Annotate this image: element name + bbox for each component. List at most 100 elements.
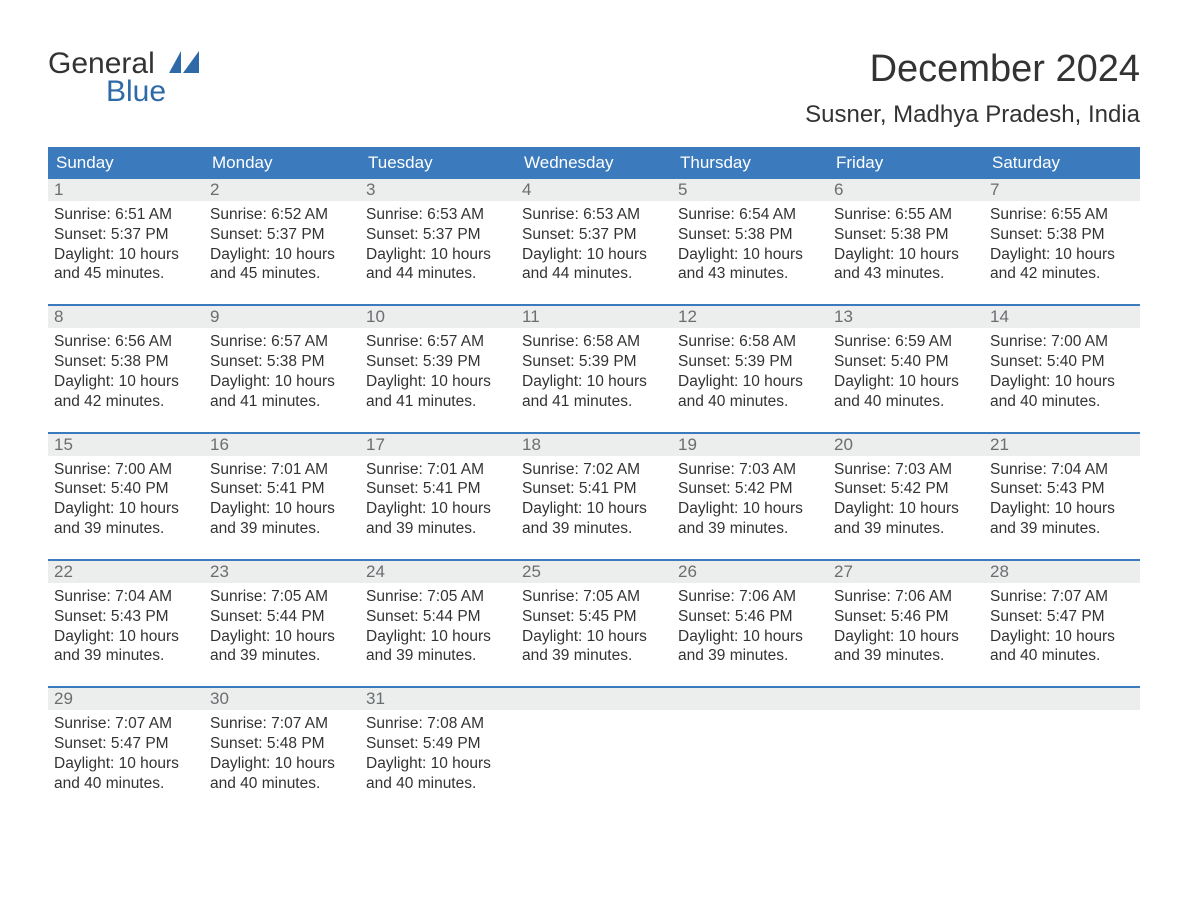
page-subtitle: Susner, Madhya Pradesh, India bbox=[805, 101, 1140, 129]
day-body: Sunrise: 7:03 AMSunset: 5:42 PMDaylight:… bbox=[828, 456, 984, 541]
day-line-d1: Daylight: 10 hours bbox=[522, 245, 666, 265]
day-number: 12 bbox=[672, 306, 828, 328]
calendar-day-cell bbox=[828, 688, 984, 795]
calendar-day-cell: 9Sunrise: 6:57 AMSunset: 5:38 PMDaylight… bbox=[204, 306, 360, 413]
day-line-d2: and 39 minutes. bbox=[990, 519, 1134, 539]
logo: General Blue bbox=[48, 48, 207, 107]
day-number: 3 bbox=[360, 179, 516, 201]
calendar-day-cell: 4Sunrise: 6:53 AMSunset: 5:37 PMDaylight… bbox=[516, 179, 672, 286]
day-number: 7 bbox=[984, 179, 1140, 201]
day-body: Sunrise: 7:05 AMSunset: 5:44 PMDaylight:… bbox=[360, 583, 516, 668]
day-line-sunrise: Sunrise: 7:05 AM bbox=[210, 587, 354, 607]
day-body: Sunrise: 7:00 AMSunset: 5:40 PMDaylight:… bbox=[984, 328, 1140, 413]
calendar-day-cell: 30Sunrise: 7:07 AMSunset: 5:48 PMDayligh… bbox=[204, 688, 360, 795]
day-body: Sunrise: 6:58 AMSunset: 5:39 PMDaylight:… bbox=[516, 328, 672, 413]
day-line-sunset: Sunset: 5:42 PM bbox=[834, 479, 978, 499]
day-line-d2: and 40 minutes. bbox=[366, 774, 510, 794]
calendar-day-cell: 21Sunrise: 7:04 AMSunset: 5:43 PMDayligh… bbox=[984, 434, 1140, 541]
day-line-d2: and 45 minutes. bbox=[210, 264, 354, 284]
day-body: Sunrise: 6:53 AMSunset: 5:37 PMDaylight:… bbox=[360, 201, 516, 286]
calendar-day-cell: 1Sunrise: 6:51 AMSunset: 5:37 PMDaylight… bbox=[48, 179, 204, 286]
day-line-d1: Daylight: 10 hours bbox=[366, 245, 510, 265]
day-line-sunrise: Sunrise: 7:06 AM bbox=[834, 587, 978, 607]
day-line-d1: Daylight: 10 hours bbox=[678, 499, 822, 519]
day-number bbox=[516, 688, 672, 710]
calendar-day-cell: 17Sunrise: 7:01 AMSunset: 5:41 PMDayligh… bbox=[360, 434, 516, 541]
calendar-day-cell: 10Sunrise: 6:57 AMSunset: 5:39 PMDayligh… bbox=[360, 306, 516, 413]
day-line-sunrise: Sunrise: 7:02 AM bbox=[522, 460, 666, 480]
day-number: 25 bbox=[516, 561, 672, 583]
day-body: Sunrise: 7:00 AMSunset: 5:40 PMDaylight:… bbox=[48, 456, 204, 541]
day-line-d2: and 42 minutes. bbox=[990, 264, 1134, 284]
calendar-week: 8Sunrise: 6:56 AMSunset: 5:38 PMDaylight… bbox=[48, 304, 1140, 413]
day-number: 20 bbox=[828, 434, 984, 456]
day-line-d2: and 40 minutes. bbox=[210, 774, 354, 794]
day-body: Sunrise: 7:07 AMSunset: 5:47 PMDaylight:… bbox=[48, 710, 204, 795]
day-line-d1: Daylight: 10 hours bbox=[54, 372, 198, 392]
day-number: 6 bbox=[828, 179, 984, 201]
day-number bbox=[672, 688, 828, 710]
calendar-day-cell: 31Sunrise: 7:08 AMSunset: 5:49 PMDayligh… bbox=[360, 688, 516, 795]
day-line-d2: and 40 minutes. bbox=[54, 774, 198, 794]
day-line-sunset: Sunset: 5:40 PM bbox=[990, 352, 1134, 372]
day-line-sunrise: Sunrise: 6:53 AM bbox=[522, 205, 666, 225]
day-line-sunset: Sunset: 5:44 PM bbox=[210, 607, 354, 627]
day-line-sunset: Sunset: 5:45 PM bbox=[522, 607, 666, 627]
day-line-d1: Daylight: 10 hours bbox=[210, 627, 354, 647]
day-body: Sunrise: 6:55 AMSunset: 5:38 PMDaylight:… bbox=[984, 201, 1140, 286]
day-number bbox=[828, 688, 984, 710]
day-number: 9 bbox=[204, 306, 360, 328]
day-line-d2: and 39 minutes. bbox=[678, 646, 822, 666]
day-line-d2: and 40 minutes. bbox=[990, 392, 1134, 412]
calendar-week: 29Sunrise: 7:07 AMSunset: 5:47 PMDayligh… bbox=[48, 686, 1140, 795]
day-line-d2: and 39 minutes. bbox=[522, 646, 666, 666]
day-body: Sunrise: 7:01 AMSunset: 5:41 PMDaylight:… bbox=[204, 456, 360, 541]
day-line-d2: and 43 minutes. bbox=[678, 264, 822, 284]
weekday-cell: Monday bbox=[204, 147, 360, 179]
calendar-day-cell: 3Sunrise: 6:53 AMSunset: 5:37 PMDaylight… bbox=[360, 179, 516, 286]
weekday-cell: Thursday bbox=[672, 147, 828, 179]
day-line-sunrise: Sunrise: 7:08 AM bbox=[366, 714, 510, 734]
day-body: Sunrise: 7:08 AMSunset: 5:49 PMDaylight:… bbox=[360, 710, 516, 795]
day-line-d1: Daylight: 10 hours bbox=[54, 245, 198, 265]
day-number: 15 bbox=[48, 434, 204, 456]
day-line-sunset: Sunset: 5:38 PM bbox=[210, 352, 354, 372]
day-line-d2: and 41 minutes. bbox=[210, 392, 354, 412]
day-line-sunrise: Sunrise: 7:04 AM bbox=[54, 587, 198, 607]
calendar-day-cell: 12Sunrise: 6:58 AMSunset: 5:39 PMDayligh… bbox=[672, 306, 828, 413]
calendar-day-cell: 26Sunrise: 7:06 AMSunset: 5:46 PMDayligh… bbox=[672, 561, 828, 668]
day-number: 4 bbox=[516, 179, 672, 201]
calendar-week: 22Sunrise: 7:04 AMSunset: 5:43 PMDayligh… bbox=[48, 559, 1140, 668]
topbar: General Blue December 2024 Susner, Madhy… bbox=[48, 48, 1140, 129]
day-line-sunset: Sunset: 5:43 PM bbox=[990, 479, 1134, 499]
day-line-d2: and 41 minutes. bbox=[366, 392, 510, 412]
day-line-sunrise: Sunrise: 7:05 AM bbox=[366, 587, 510, 607]
day-body: Sunrise: 6:52 AMSunset: 5:37 PMDaylight:… bbox=[204, 201, 360, 286]
day-number: 24 bbox=[360, 561, 516, 583]
day-line-sunset: Sunset: 5:47 PM bbox=[990, 607, 1134, 627]
day-line-d2: and 39 minutes. bbox=[54, 646, 198, 666]
day-line-sunset: Sunset: 5:46 PM bbox=[834, 607, 978, 627]
day-line-d1: Daylight: 10 hours bbox=[366, 372, 510, 392]
day-line-d1: Daylight: 10 hours bbox=[366, 499, 510, 519]
day-line-sunrise: Sunrise: 7:06 AM bbox=[678, 587, 822, 607]
day-line-sunrise: Sunrise: 7:07 AM bbox=[990, 587, 1134, 607]
day-line-sunrise: Sunrise: 6:59 AM bbox=[834, 332, 978, 352]
day-body: Sunrise: 7:01 AMSunset: 5:41 PMDaylight:… bbox=[360, 456, 516, 541]
day-line-sunset: Sunset: 5:38 PM bbox=[54, 352, 198, 372]
day-body: Sunrise: 6:57 AMSunset: 5:38 PMDaylight:… bbox=[204, 328, 360, 413]
day-line-sunrise: Sunrise: 6:52 AM bbox=[210, 205, 354, 225]
calendar-day-cell: 6Sunrise: 6:55 AMSunset: 5:38 PMDaylight… bbox=[828, 179, 984, 286]
day-line-d1: Daylight: 10 hours bbox=[366, 754, 510, 774]
day-body: Sunrise: 7:03 AMSunset: 5:42 PMDaylight:… bbox=[672, 456, 828, 541]
calendar-day-cell: 27Sunrise: 7:06 AMSunset: 5:46 PMDayligh… bbox=[828, 561, 984, 668]
day-number: 13 bbox=[828, 306, 984, 328]
day-line-sunset: Sunset: 5:41 PM bbox=[522, 479, 666, 499]
day-line-sunset: Sunset: 5:38 PM bbox=[990, 225, 1134, 245]
title-block: December 2024 Susner, Madhya Pradesh, In… bbox=[805, 48, 1140, 129]
day-line-sunrise: Sunrise: 6:57 AM bbox=[366, 332, 510, 352]
logo-word2: Blue bbox=[106, 76, 207, 108]
day-line-d1: Daylight: 10 hours bbox=[54, 499, 198, 519]
weekday-cell: Sunday bbox=[48, 147, 204, 179]
calendar-day-cell: 5Sunrise: 6:54 AMSunset: 5:38 PMDaylight… bbox=[672, 179, 828, 286]
